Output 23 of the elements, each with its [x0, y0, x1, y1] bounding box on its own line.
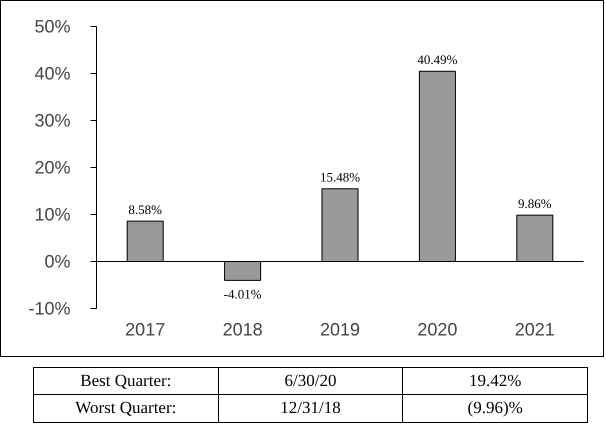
data-label: 15.48%: [320, 170, 360, 185]
text: (9.96)%: [402, 394, 588, 422]
x-tick-label: 2019: [320, 320, 360, 340]
y-tick-label: 0%: [44, 252, 70, 272]
text: Best Quarter:: [34, 368, 218, 395]
y-tick-label: 10%: [34, 204, 71, 224]
text: Worst Quarter:: [34, 394, 218, 422]
data-label: 40.49%: [417, 52, 458, 68]
x-tick-label: 2017: [125, 320, 166, 340]
y-tick-label: 50%: [34, 16, 71, 36]
x-tick-label: 2018: [222, 320, 263, 340]
data-label: -4.01%: [224, 286, 262, 302]
data-label: 8.58%: [128, 202, 162, 218]
y-tick-label: 30%: [34, 110, 71, 130]
y-tick-label: -10%: [28, 298, 71, 318]
x-tick-label: 2020: [417, 320, 458, 340]
x-tick-label: 2021: [514, 320, 555, 340]
y-tick-label: 40%: [34, 64, 71, 84]
text: 6/30/20: [218, 368, 403, 395]
text: 19.42%: [402, 368, 588, 395]
text: 12/31/18: [218, 394, 403, 422]
data-label: 9.86%: [518, 196, 552, 212]
y-tick-label: 20%: [34, 158, 71, 178]
